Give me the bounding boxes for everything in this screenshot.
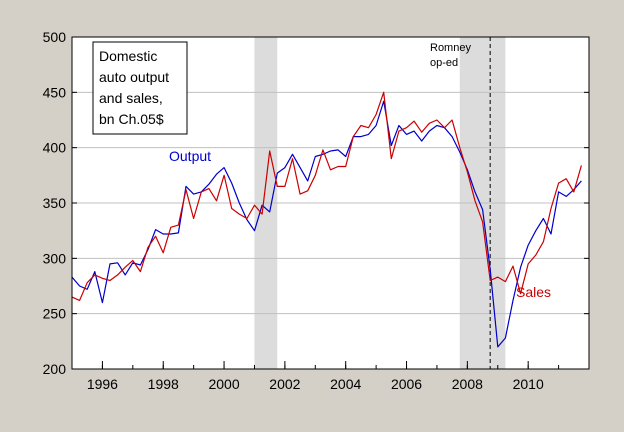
tick-label-x-1998: 1998 <box>148 376 179 392</box>
tick-label-x-2006: 2006 <box>391 376 422 392</box>
title-box: Domestic auto output and sales, bn Ch.05… <box>92 41 188 135</box>
title-line-2: auto output <box>99 69 169 85</box>
title-box-frame <box>92 41 188 135</box>
tick-label-y-300: 300 <box>43 250 67 266</box>
series-lines <box>71 91 582 348</box>
tick-label-x-2010: 2010 <box>513 376 544 392</box>
tick-label-y-200: 200 <box>43 361 67 377</box>
tick-label-x-2002: 2002 <box>269 376 300 392</box>
series-line-output <box>71 100 582 348</box>
tick-label-x-2008: 2008 <box>452 376 483 392</box>
tick-label-x-1996: 1996 <box>87 376 118 392</box>
axes: 200 250 300 350 400 450 500 1996 1998 2000 2002 200… <box>43 29 590 392</box>
tick-label-y-400: 400 <box>43 140 67 156</box>
series-label-sales: Sales <box>516 284 551 300</box>
title-line-3: and sales, <box>99 90 163 106</box>
series-line-sales <box>71 91 582 301</box>
title-line-1: Domestic <box>99 48 157 64</box>
tick-label-x-2004: 2004 <box>330 376 361 392</box>
annotation-line-1: Romney <box>430 42 471 54</box>
annotation-line-2: op-ed <box>430 57 458 69</box>
tick-label-y-250: 250 <box>43 306 67 322</box>
series-label-output: Output <box>169 148 211 164</box>
title-line-4: bn Ch.05$ <box>99 111 164 127</box>
tick-label-x-2000: 2000 <box>208 376 239 392</box>
tick-label-y-450: 450 <box>43 84 67 100</box>
tick-label-y-500: 500 <box>43 29 67 45</box>
tick-label-y-350: 350 <box>43 195 67 211</box>
